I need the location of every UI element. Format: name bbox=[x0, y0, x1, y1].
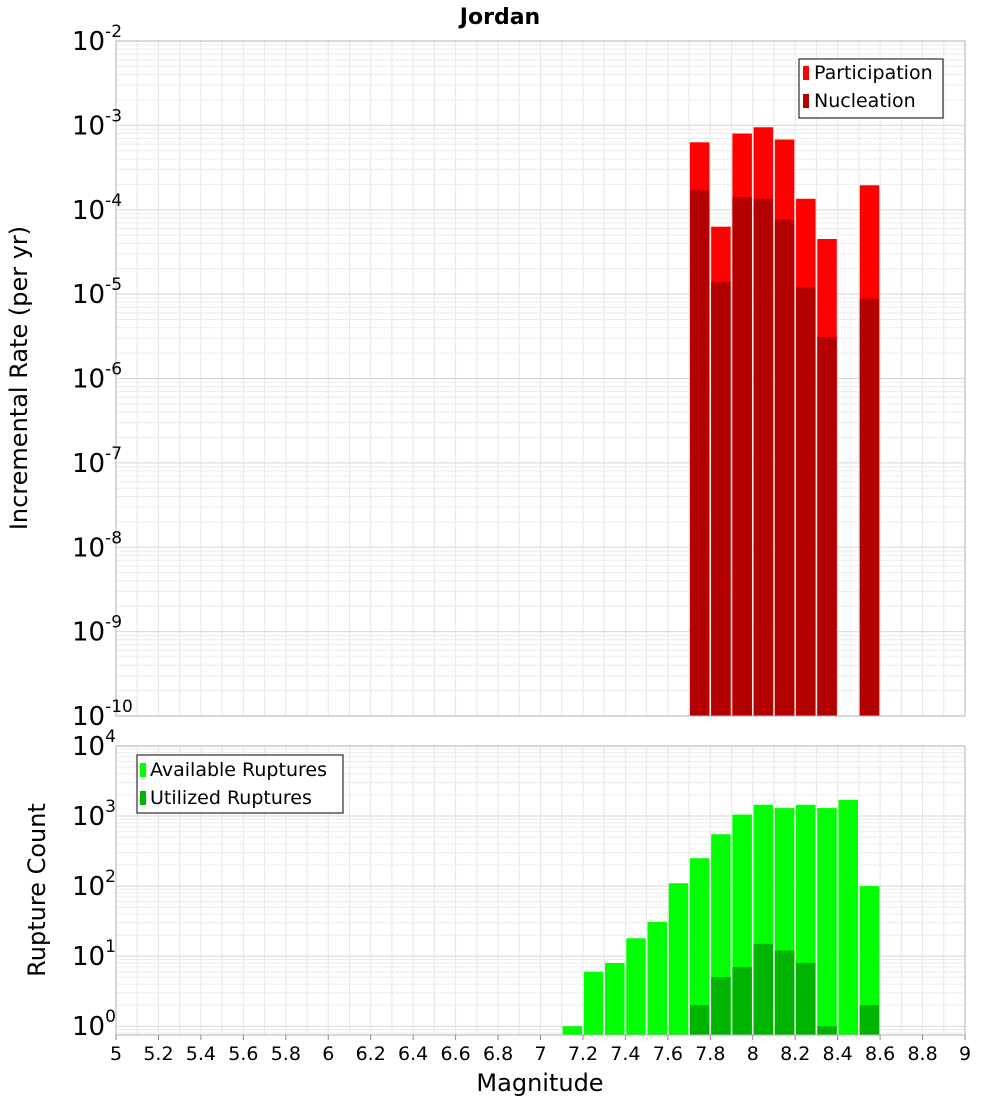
rate-ytick-label: 10-2 bbox=[72, 22, 122, 57]
rate-ytick-label: 10-6 bbox=[72, 360, 122, 395]
x-tick-label: 6.8 bbox=[483, 1043, 513, 1065]
count-bar-s1 bbox=[859, 886, 880, 1035]
x-tick-label: 6.6 bbox=[440, 1043, 470, 1065]
x-ticks: 5 5.2 5.4 5.6 5.8 6 6.2 6.4 6.6 6.8 7 7.2 7.4 7.6 7.8 8… bbox=[110, 1035, 971, 1065]
count-ytick-label: 104 bbox=[72, 727, 116, 762]
count-bar-s1 bbox=[605, 962, 625, 1035]
count-legend-box bbox=[136, 754, 344, 814]
count-panel: 104 103 102 101 100 5 5.2 5.4 5.6 5.8 6 6.2 6.4 6.6 6… bbox=[23, 727, 971, 1097]
count-bar-s2 bbox=[859, 1005, 880, 1035]
count-bar-s1 bbox=[583, 971, 604, 1035]
rate-gridlines bbox=[115, 40, 966, 717]
x-tick-label: 5.2 bbox=[143, 1043, 173, 1065]
x-tick-label: 5 bbox=[110, 1043, 122, 1065]
rate-bar-s2 bbox=[711, 281, 731, 716]
x-tick-label: 5.6 bbox=[228, 1043, 258, 1065]
rate-bars bbox=[689, 127, 880, 717]
count-bar-s2 bbox=[817, 1026, 837, 1035]
x-tick-label: 7.4 bbox=[610, 1043, 640, 1065]
rate-y-axis-label: Incremental Rate (per yr) bbox=[5, 226, 33, 530]
count-bars bbox=[562, 799, 880, 1035]
available-legend-label: Available Ruptures bbox=[150, 759, 327, 781]
x-axis-label: Magnitude bbox=[476, 1069, 603, 1097]
count-ytick-label: 103 bbox=[72, 797, 116, 832]
rate-bar-s2 bbox=[689, 190, 710, 716]
rate-ytick-label: 10-3 bbox=[72, 106, 122, 141]
count-bar-s1 bbox=[817, 808, 837, 1035]
x-tick-label: 6.4 bbox=[398, 1043, 428, 1065]
rate-ytick-label: 10-5 bbox=[72, 275, 122, 310]
count-bar-s1 bbox=[626, 938, 646, 1035]
count-ytick-label: 102 bbox=[72, 867, 116, 902]
count-legend: Available Ruptures Utilized Ruptures bbox=[136, 754, 344, 814]
count-bar-s1 bbox=[562, 1026, 583, 1035]
count-ytick-label: 100 bbox=[72, 1007, 116, 1042]
utilized-legend-label: Utilized Ruptures bbox=[150, 787, 312, 809]
rate-y-ticks: 10-2 10-3 10-4 10-5 10-6 10-7 10-8 10-9 10-10 bbox=[72, 22, 133, 732]
x-tick-label: 5.8 bbox=[271, 1043, 301, 1065]
rate-bar-s2 bbox=[796, 287, 816, 716]
count-bar-s1 bbox=[838, 799, 859, 1035]
x-tick-label: 8.4 bbox=[823, 1043, 853, 1065]
count-bar-s2 bbox=[711, 977, 731, 1035]
x-tick-label: 7 bbox=[534, 1043, 546, 1065]
available-legend-swatch bbox=[140, 763, 146, 777]
rate-ytick-label: 10-10 bbox=[72, 697, 133, 732]
rate-legend-box bbox=[798, 58, 944, 119]
x-tick-label: 8 bbox=[747, 1043, 759, 1065]
x-tick-label: 8.6 bbox=[865, 1043, 895, 1065]
x-tick-label: 6.2 bbox=[356, 1043, 386, 1065]
x-tick-label: 6 bbox=[322, 1043, 334, 1065]
count-ytick-label: 101 bbox=[72, 937, 116, 972]
rate-bar-s2 bbox=[753, 198, 774, 717]
rate-ytick-label: 10-9 bbox=[72, 613, 122, 648]
count-bar-s2 bbox=[774, 950, 795, 1035]
x-tick-label: 8.8 bbox=[907, 1043, 937, 1065]
rate-legend: Participation Nucleation bbox=[798, 58, 944, 119]
count-bar-s2 bbox=[689, 1005, 710, 1035]
count-bar-s2 bbox=[753, 943, 774, 1035]
chart-title: Jordan bbox=[458, 5, 540, 30]
participation-legend-swatch bbox=[803, 66, 809, 80]
rate-ytick-label: 10-4 bbox=[72, 191, 122, 226]
count-bar-s2 bbox=[732, 967, 752, 1035]
rate-panel: 10-2 10-3 10-4 10-5 10-6 10-7 10-8 10-9 10-10 In… bbox=[5, 22, 966, 732]
x-tick-label: 8.2 bbox=[780, 1043, 810, 1065]
count-bar-s1 bbox=[689, 858, 710, 1035]
x-tick-label: 7.6 bbox=[653, 1043, 683, 1065]
nucleation-legend-label: Nucleation bbox=[814, 90, 916, 112]
x-tick-label: 5.4 bbox=[186, 1043, 216, 1065]
utilized-legend-swatch bbox=[140, 791, 146, 805]
rate-bar-s2 bbox=[817, 337, 837, 716]
rate-bar-s2 bbox=[732, 197, 752, 717]
x-tick-label: 7.8 bbox=[695, 1043, 725, 1065]
count-y-axis-label: Rupture Count bbox=[23, 803, 51, 977]
participation-legend-label: Participation bbox=[814, 62, 933, 84]
x-tick-label: 7.2 bbox=[568, 1043, 598, 1065]
rate-bar-s2 bbox=[774, 220, 795, 717]
x-tick-label: 9 bbox=[959, 1043, 971, 1065]
rate-ytick-label: 10-7 bbox=[72, 444, 122, 479]
nucleation-legend-swatch bbox=[803, 94, 809, 108]
count-y-ticks: 104 103 102 101 100 bbox=[72, 727, 116, 1042]
rate-ytick-label: 10-8 bbox=[72, 528, 122, 563]
count-bar-s1 bbox=[647, 921, 667, 1035]
count-bar-s2 bbox=[796, 962, 816, 1035]
rate-plot-frame bbox=[115, 40, 966, 717]
count-bar-s1 bbox=[668, 883, 689, 1035]
rate-bar-s2 bbox=[859, 298, 880, 716]
